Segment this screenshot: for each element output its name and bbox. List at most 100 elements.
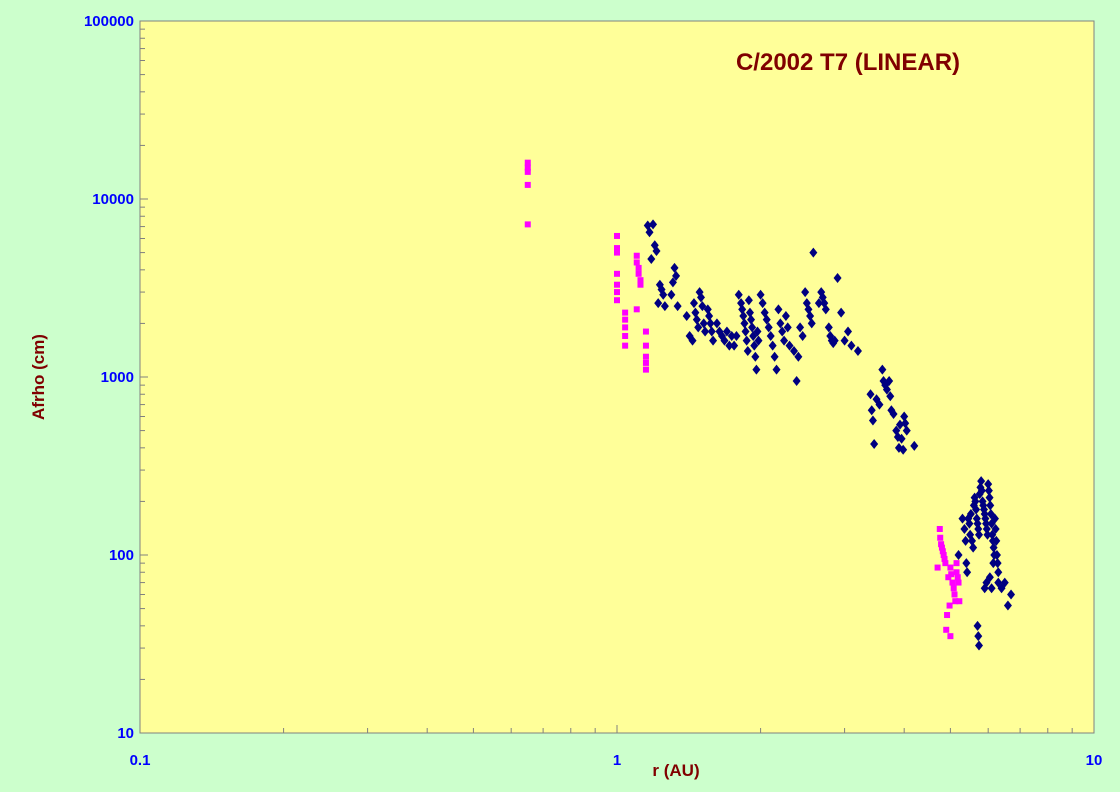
- data-point: [934, 564, 941, 571]
- data-point: [950, 585, 957, 592]
- data-point: [830, 335, 839, 346]
- data-point: [672, 270, 681, 281]
- data-point: [633, 259, 640, 266]
- data-point: [622, 332, 629, 339]
- data-point: [809, 247, 818, 258]
- data-point: [942, 560, 949, 567]
- data-point: [614, 281, 620, 288]
- data-point: [652, 246, 661, 257]
- data-point: [734, 289, 743, 300]
- data-point: [645, 227, 654, 238]
- data-point: [614, 232, 620, 239]
- data-point: [792, 375, 801, 386]
- data-point: [952, 598, 959, 605]
- y-axis-ticks: 10 100 1000 10000 100000: [84, 13, 148, 742]
- data-point: [745, 307, 754, 318]
- data-point: [764, 322, 773, 333]
- data-point: [1007, 589, 1016, 600]
- data-point: [647, 254, 656, 265]
- data-point: [725, 340, 734, 351]
- data-point: [789, 345, 798, 356]
- data-point: [622, 309, 629, 316]
- data-point: [940, 552, 947, 558]
- data-point: [969, 542, 978, 553]
- data-point: [689, 298, 698, 309]
- data-point: [758, 298, 767, 309]
- data-point: [750, 340, 759, 351]
- x-tick-label: 10: [1086, 752, 1103, 769]
- data-point: [642, 366, 649, 373]
- data-point: [709, 335, 718, 346]
- data-point: [796, 322, 805, 333]
- data-point: [972, 504, 981, 515]
- data-point: [614, 270, 620, 277]
- data-point: [985, 492, 994, 503]
- data-point: [945, 574, 952, 581]
- data-point: [938, 541, 945, 548]
- data-point: [670, 262, 679, 273]
- data-point: [614, 289, 620, 296]
- data-point: [524, 221, 531, 228]
- data-point: [642, 342, 649, 349]
- data-point: [979, 504, 988, 515]
- series-2: [524, 159, 963, 640]
- data-point: [732, 330, 741, 341]
- data-point: [766, 330, 775, 341]
- data-point: [622, 316, 629, 323]
- data-point: [742, 335, 751, 346]
- data-point: [990, 513, 999, 524]
- plot-area: [139, 20, 1095, 734]
- data-point: [947, 633, 954, 640]
- data-point: [963, 567, 972, 578]
- data-point: [752, 364, 761, 375]
- x-axis-title: r (AU): [652, 761, 699, 780]
- data-point: [962, 558, 971, 569]
- y-axis-title: Afrho (cm): [29, 334, 48, 420]
- data-point: [866, 389, 875, 400]
- data-point: [867, 405, 876, 416]
- data-point: [707, 326, 716, 337]
- data-point: [965, 518, 974, 529]
- data-point: [984, 485, 993, 496]
- data-point: [654, 298, 663, 309]
- data-point: [635, 264, 642, 271]
- data-point: [682, 311, 691, 322]
- data-point: [992, 535, 1001, 546]
- data-point: [807, 318, 816, 329]
- data-point: [960, 523, 969, 534]
- data-point: [961, 535, 970, 546]
- data-point: [667, 289, 676, 300]
- data-point: [821, 304, 830, 315]
- data-point: [853, 345, 862, 356]
- data-point: [673, 301, 682, 312]
- data-point: [975, 640, 984, 651]
- data-point: [944, 612, 951, 619]
- y-tick-label: 10000: [92, 191, 134, 208]
- series-1: [643, 219, 1016, 651]
- data-point: [938, 544, 945, 551]
- data-point: [910, 440, 919, 451]
- data-point: [993, 558, 1002, 569]
- data-point: [833, 272, 842, 283]
- data-point: [753, 326, 762, 337]
- data-point: [741, 326, 750, 337]
- data-point: [951, 591, 958, 598]
- data-point: [722, 326, 731, 337]
- data-point: [1003, 600, 1012, 611]
- data-point: [847, 340, 856, 351]
- data-point: [878, 364, 887, 375]
- data-point: [937, 534, 944, 541]
- data-point: [870, 439, 879, 450]
- data-point: [635, 270, 642, 277]
- data-point: [897, 433, 906, 444]
- data-point: [524, 168, 531, 175]
- data-point: [633, 306, 640, 313]
- data-point: [699, 318, 708, 329]
- data-point: [941, 555, 948, 562]
- data-point: [954, 574, 961, 581]
- data-point: [692, 314, 701, 325]
- data-point: [668, 277, 677, 288]
- data-point: [622, 342, 629, 349]
- data-point: [984, 479, 993, 490]
- data-point: [642, 353, 649, 360]
